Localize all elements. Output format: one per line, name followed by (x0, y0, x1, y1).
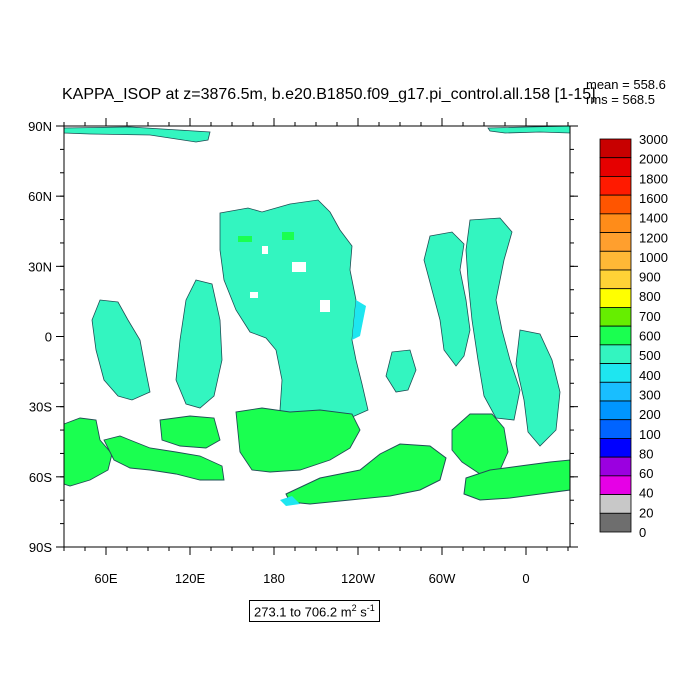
colorbar-swatch (599, 456, 632, 477)
caribbean-basin (385, 349, 417, 393)
mean-stat: mean = 558.6 (586, 77, 666, 92)
colorbar-swatch (599, 438, 632, 458)
colorbar-label: 500 (639, 348, 661, 363)
colorbar-swatch (599, 381, 632, 402)
colorbar-label: 1000 (639, 250, 668, 265)
colorbar-swatch (599, 512, 632, 533)
lat-label: 30N (28, 259, 52, 274)
atlantic-east (465, 217, 521, 421)
colorbar-label: 2000 (639, 152, 668, 167)
southern-band-central (285, 443, 447, 505)
lat-label: 90N (28, 119, 52, 134)
island-3 (320, 300, 330, 312)
lat-label: 60N (28, 189, 52, 204)
colorbar-swatch (599, 307, 632, 327)
pacific-basin (219, 199, 369, 421)
colorbar-label: 400 (639, 368, 661, 383)
indian-basin (91, 299, 151, 401)
colorbar-swatch (599, 269, 632, 290)
lon-label: 60E (94, 571, 117, 586)
lon-label: 0 (522, 571, 529, 586)
range-unit-s: s (356, 604, 367, 620)
map-field (63, 125, 571, 548)
colorbar-swatch (599, 194, 632, 215)
colorbar-label: 800 (639, 289, 661, 304)
colorbar-label: 200 (639, 407, 661, 422)
lon-label: 60W (429, 571, 456, 586)
island-1 (262, 246, 268, 254)
lat-label: 30S (29, 400, 52, 415)
island-6 (282, 232, 294, 240)
rms-stat: rms = 568.5 (586, 92, 656, 107)
colorbar-label: 60 (639, 466, 653, 481)
atlantic-north (423, 231, 471, 367)
latitude-axis: 90N 60N 30N 0 30S 60S 90S (28, 119, 578, 555)
colorbar-label: 20 (639, 505, 653, 520)
arctic-strip-west (63, 126, 211, 143)
lat-label: 60S (29, 470, 52, 485)
colorbar-swatch (599, 288, 632, 308)
colorbar-swatch (599, 138, 632, 159)
lat-label: 0 (45, 330, 52, 345)
colorbar-label: 600 (639, 329, 661, 344)
longitude-axis: 60E 120E 180 120W 60W 0 (63, 118, 569, 586)
lat-label: 90S (29, 540, 52, 555)
lon-label: 180 (263, 571, 285, 586)
colorbar-swatch (599, 325, 632, 346)
range-box: 273.1 to 706.2 m2 s-1 (249, 600, 380, 623)
colorbar-swatch (599, 419, 632, 439)
colorbar-label: 100 (639, 427, 661, 442)
range-exp-2: 2 (351, 603, 357, 613)
colorbar-swatch (599, 363, 632, 383)
range-exp-neg1: -1 (366, 603, 375, 613)
lon-label: 120E (175, 571, 206, 586)
island-4 (250, 292, 258, 298)
colorbar-label: 3000 (639, 132, 668, 147)
colorbar-swatch (599, 344, 632, 364)
colorbar-swatch (599, 213, 632, 233)
range-text: 273.1 to 706.2 m (254, 604, 352, 620)
southern-band-australia (159, 415, 221, 449)
colorbar-label: 700 (639, 309, 661, 324)
colorbar-label: 40 (639, 486, 653, 501)
island-2 (292, 262, 306, 272)
colorbar-label: 1600 (639, 191, 668, 206)
southern-band-atlantic (451, 413, 509, 475)
colorbar-label: 1400 (639, 211, 668, 226)
colorbar-label: 0 (639, 525, 646, 540)
colorbar-swatch (599, 176, 632, 196)
colorbar-swatch (599, 494, 632, 514)
southern-band-pacific (235, 407, 361, 473)
colorbar-swatch (599, 475, 632, 495)
colorbar-label: 80 (639, 446, 653, 461)
colorbar-label: 1200 (639, 230, 668, 245)
southern-band-indian (103, 435, 225, 481)
colorbar-label: 900 (639, 270, 661, 285)
southern-band-edge-deep (280, 496, 300, 506)
colorbar-label: 300 (639, 387, 661, 402)
southern-band-west (63, 417, 113, 487)
island-5 (238, 236, 252, 242)
colorbar-label: 1800 (639, 171, 668, 186)
colorbar: 3000200018001600140012001000900800700600… (599, 132, 668, 540)
central-west-basin (175, 279, 223, 409)
pacific-deep-edge (352, 300, 366, 340)
atlantic-far-east (515, 329, 561, 447)
colorbar-swatch (599, 157, 632, 177)
colorbar-swatch (599, 250, 632, 271)
map-title: KAPPA_ISOP at z=3876.5m, b.e20.B1850.f09… (62, 86, 596, 103)
colorbar-swatch (599, 400, 632, 421)
lon-label: 120W (341, 571, 376, 586)
colorbar-swatch (599, 232, 632, 252)
